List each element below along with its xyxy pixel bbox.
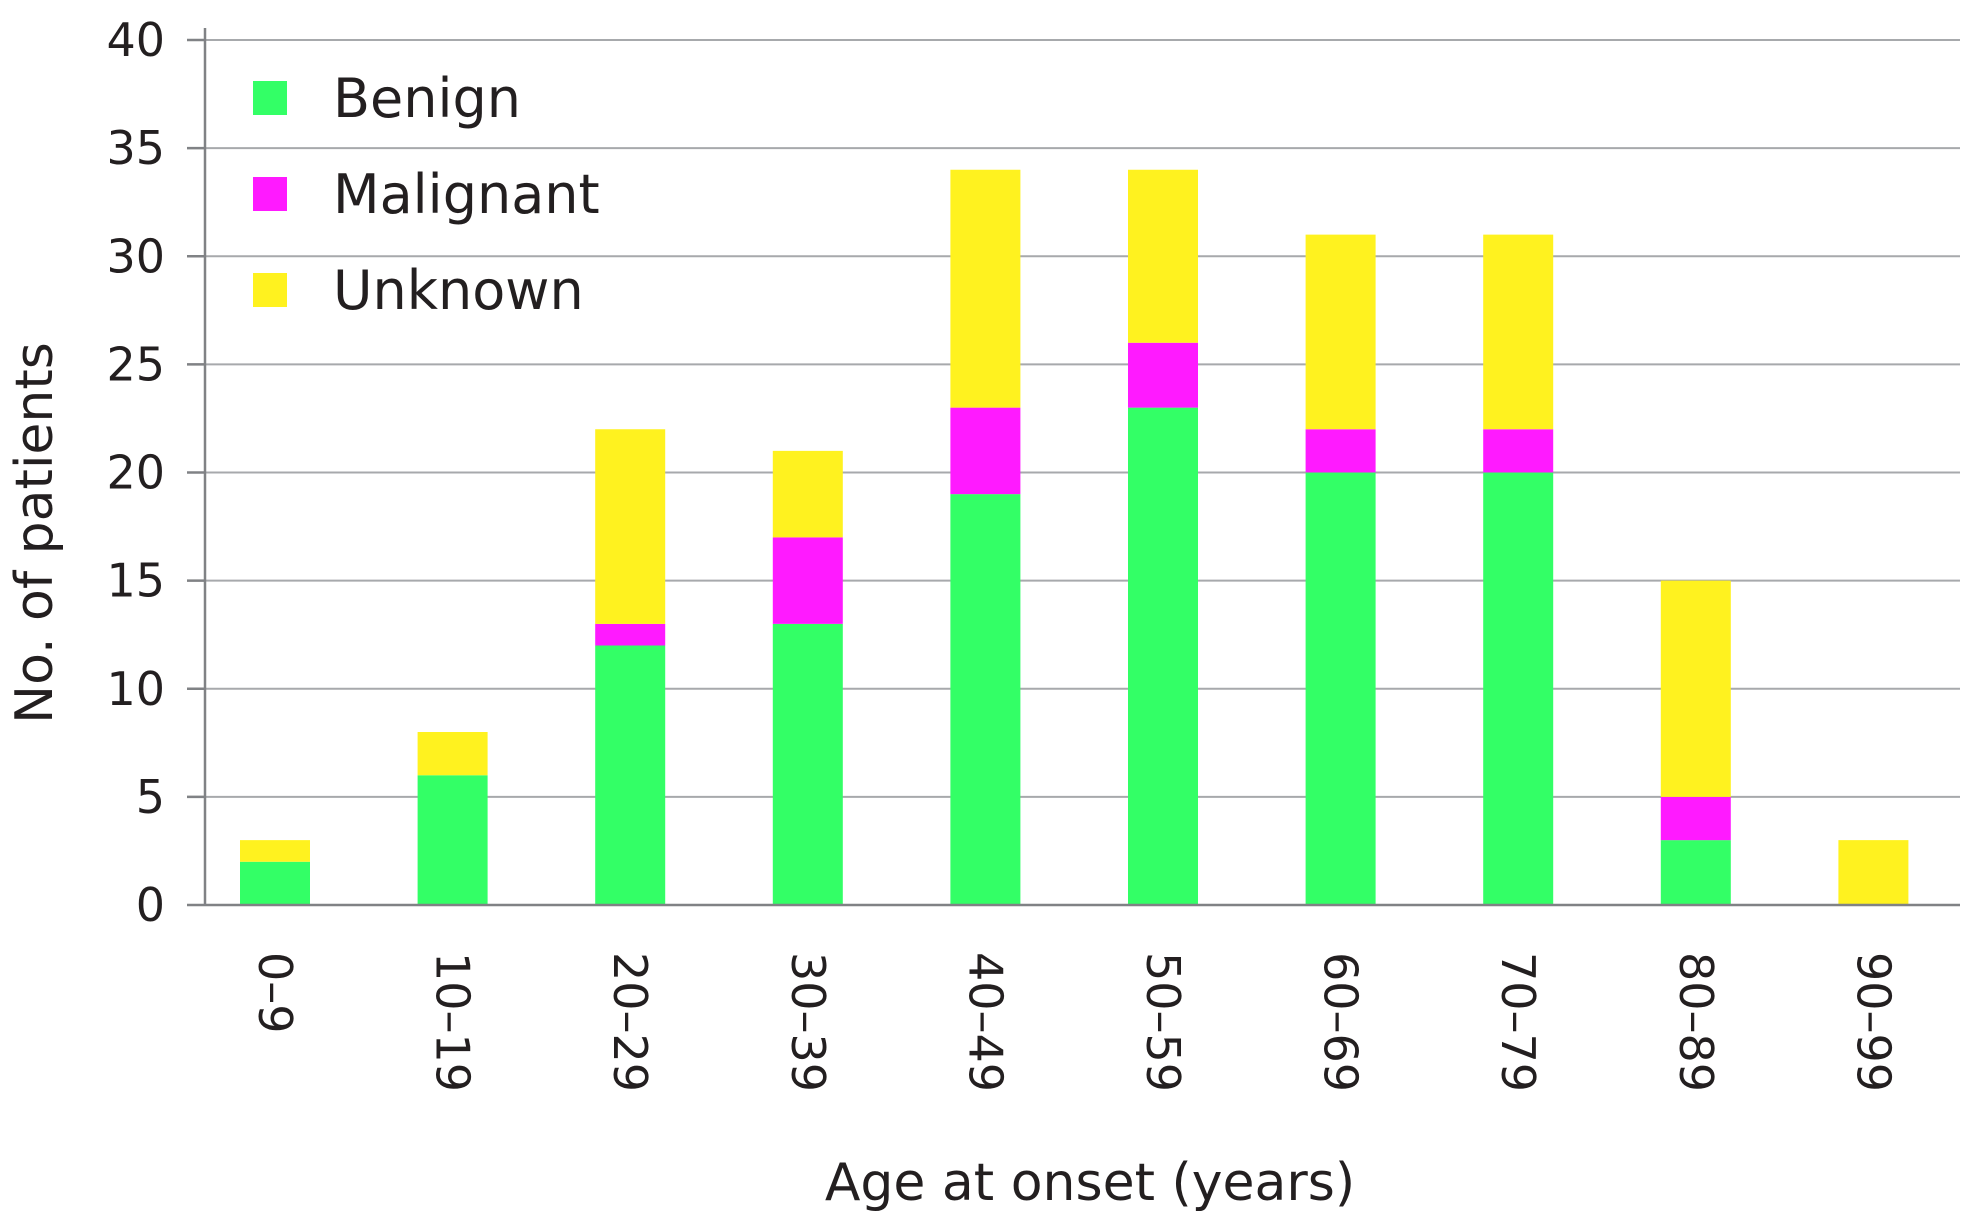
bar-segment-benign bbox=[1305, 472, 1376, 905]
x-tick-label: 0–9 bbox=[248, 952, 302, 1034]
bar-segment-benign bbox=[1660, 840, 1731, 905]
x-tick-label: 40–49 bbox=[958, 952, 1012, 1092]
bar-segment-benign bbox=[950, 494, 1021, 905]
x-tick-label: 50–59 bbox=[1136, 952, 1190, 1092]
y-tick-label: 15 bbox=[106, 554, 165, 608]
legend-swatch-unknown bbox=[253, 273, 287, 307]
legend-label-unknown: Unknown bbox=[333, 259, 584, 322]
y-tick-label: 30 bbox=[106, 229, 165, 283]
bar-segment-benign bbox=[772, 623, 843, 905]
y-axis-title: No. of patients bbox=[5, 342, 65, 724]
bars bbox=[240, 169, 1909, 905]
bar-segment-malignant bbox=[1660, 796, 1731, 841]
bar-segment-malignant bbox=[1305, 429, 1376, 473]
bar-segment-unknown bbox=[240, 840, 310, 862]
bar-segment-unknown bbox=[417, 732, 488, 776]
axes bbox=[187, 28, 1960, 907]
bar-segment-benign bbox=[1128, 407, 1198, 905]
x-tick-labels: 0–9 10–19 20–29 30–39 40–49 50–59 60–69 70–79 80… bbox=[248, 952, 1900, 1092]
gridlines bbox=[187, 39, 1960, 798]
x-tick-label: 80–89 bbox=[1669, 952, 1723, 1092]
legend-label-benign: Benign bbox=[333, 67, 521, 130]
bar-segment-unknown bbox=[595, 429, 666, 624]
bar-segment-malignant bbox=[772, 537, 843, 624]
bar-segment-unknown bbox=[1838, 840, 1909, 905]
y-tick-label: 40 bbox=[106, 13, 165, 67]
bar-segment-benign bbox=[417, 775, 488, 905]
x-tick-label: 30–39 bbox=[781, 952, 835, 1092]
x-tick-label: 20–29 bbox=[603, 952, 657, 1092]
bar-segment-unknown bbox=[1483, 234, 1554, 430]
y-tick-label: 35 bbox=[106, 121, 165, 175]
bar-segment-unknown bbox=[950, 169, 1021, 408]
bar-segment-benign bbox=[240, 861, 310, 905]
x-tick-label: 70–79 bbox=[1491, 952, 1545, 1092]
legend-label-malignant: Malignant bbox=[333, 163, 600, 226]
legend-swatch-benign bbox=[253, 81, 287, 115]
bar-segment-malignant bbox=[1128, 342, 1198, 408]
bar-segment-unknown bbox=[772, 450, 843, 538]
x-tick-label: 10–19 bbox=[426, 952, 480, 1092]
y-tick-labels: 0 5 10 15 20 25 30 35 40 bbox=[106, 13, 165, 932]
legend: Benign Malignant Unknown bbox=[253, 67, 600, 322]
legend-swatch-malignant bbox=[253, 177, 287, 211]
bar-segment-malignant bbox=[595, 623, 666, 646]
bar-segment-unknown bbox=[1305, 234, 1376, 430]
bar-segment-benign bbox=[595, 645, 666, 905]
y-tick-label: 25 bbox=[106, 337, 165, 391]
y-tick-label: 5 bbox=[136, 770, 165, 824]
bar-segment-malignant bbox=[1483, 429, 1554, 473]
bar-segment-benign bbox=[1483, 472, 1554, 905]
x-tick-label: 60–69 bbox=[1314, 952, 1368, 1092]
y-tick-label: 20 bbox=[106, 446, 165, 500]
bar-segment-malignant bbox=[950, 407, 1021, 495]
y-tick-label: 0 bbox=[136, 878, 165, 932]
x-axis-title: Age at onset (years) bbox=[825, 1153, 1355, 1213]
bar-segment-unknown bbox=[1128, 169, 1198, 343]
y-tick-label: 10 bbox=[106, 662, 165, 716]
x-tick-label: 90–99 bbox=[1846, 952, 1900, 1092]
bar-segment-unknown bbox=[1660, 580, 1731, 797]
